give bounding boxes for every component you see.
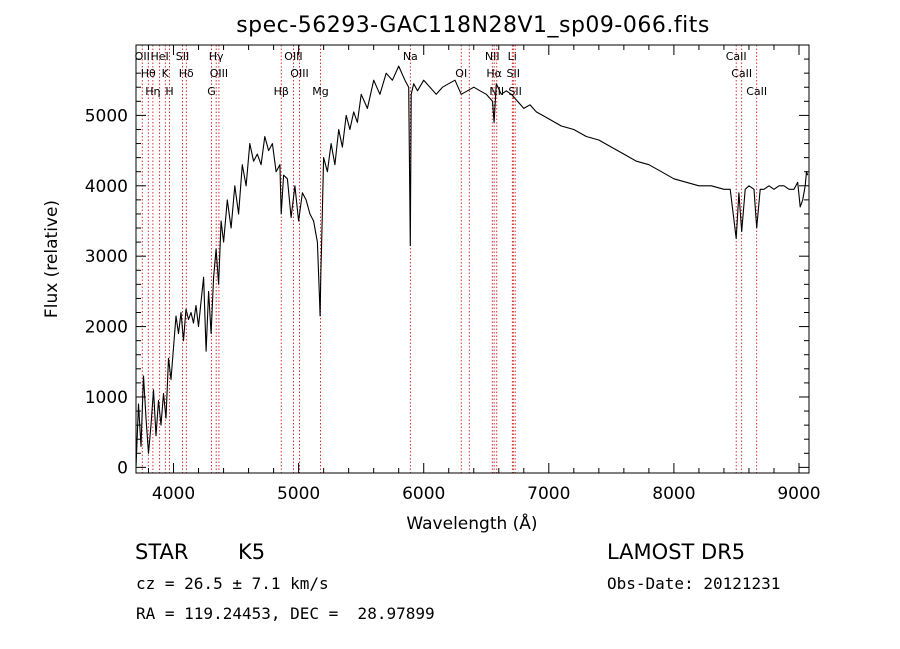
line-marker-label: OIII — [284, 50, 302, 63]
line-marker-label: HeI — [150, 50, 168, 63]
y-tick-label: 0 — [117, 458, 128, 478]
line-marker-label: Hθ — [141, 67, 156, 80]
chart-title: spec-56293-GAC118N28V1_sp09-066.fits — [236, 13, 710, 38]
y-tick-label: 3000 — [85, 247, 128, 267]
line-marker-label: Li — [508, 50, 517, 63]
line-marker-label: Hη — [145, 85, 160, 98]
line-marker-label: Hβ — [274, 85, 289, 98]
line-marker-label: SII — [176, 50, 189, 63]
line-marker-label: NII — [489, 85, 504, 98]
object-type: STAR — [135, 540, 189, 564]
line-marker-label: OIII — [210, 67, 228, 80]
x-axis-label: Wavelength (Å) — [406, 512, 537, 534]
y-axis-label: Flux (relative) — [42, 200, 62, 318]
line-markers — [141, 45, 758, 473]
y-tick-label: 4000 — [85, 177, 128, 197]
line-marker-label: OI — [455, 67, 467, 80]
y-axis-ticks: 0 1000 2000 3000 4000 5000 — [85, 58, 809, 478]
line-marker-label: OII — [135, 50, 150, 63]
line-marker-label: NII — [485, 50, 500, 63]
line-marker-label: G — [207, 85, 216, 98]
x-axis-ticks: 4000 5000 6000 7000 8000 9000 — [148, 45, 821, 504]
line-marker-label: H — [165, 85, 173, 98]
observation-date: Obs-Date: 20121231 — [607, 574, 781, 593]
line-marker-label: SII — [508, 85, 521, 98]
y-tick-label: 1000 — [85, 388, 128, 408]
line-marker-label: Hδ — [179, 67, 194, 80]
spectrum-series — [135, 65, 809, 468]
line-marker-label: Mg — [312, 85, 328, 98]
x-tick-label: 7000 — [527, 484, 570, 504]
line-marker-label: Hγ — [209, 50, 224, 63]
x-tick-label: 9000 — [777, 484, 820, 504]
line-marker-label: CaII — [726, 50, 747, 63]
line-marker-labels: OIIHθHηHeIKHSIIHδGHγOIIIHβOIIIOIIIMgNaOI… — [135, 50, 767, 98]
redshift-readout: cz = 26.5 ± 7.1 km/s — [136, 574, 329, 593]
line-marker-label: OIII — [290, 67, 308, 80]
line-marker-label: Hα — [486, 67, 502, 80]
line-marker-label: SII — [507, 67, 520, 80]
y-tick-label: 5000 — [85, 106, 128, 126]
y-tick-label: 2000 — [85, 318, 128, 338]
survey-name: LAMOST DR5 — [607, 540, 746, 564]
object-subclass: K5 — [238, 540, 266, 564]
spectrum-line — [135, 65, 809, 468]
x-tick-label: 6000 — [402, 484, 445, 504]
x-tick-label: 5000 — [277, 484, 320, 504]
line-marker-label: CaII — [746, 85, 767, 98]
line-marker-label: Na — [403, 50, 418, 63]
line-marker-label: K — [162, 67, 170, 80]
x-tick-label: 8000 — [652, 484, 695, 504]
line-marker-label: CaII — [731, 67, 752, 80]
x-tick-label: 4000 — [152, 484, 195, 504]
plot-frame — [135, 44, 810, 474]
coordinates-readout: RA = 119.24453, DEC = 28.97899 — [136, 604, 435, 623]
